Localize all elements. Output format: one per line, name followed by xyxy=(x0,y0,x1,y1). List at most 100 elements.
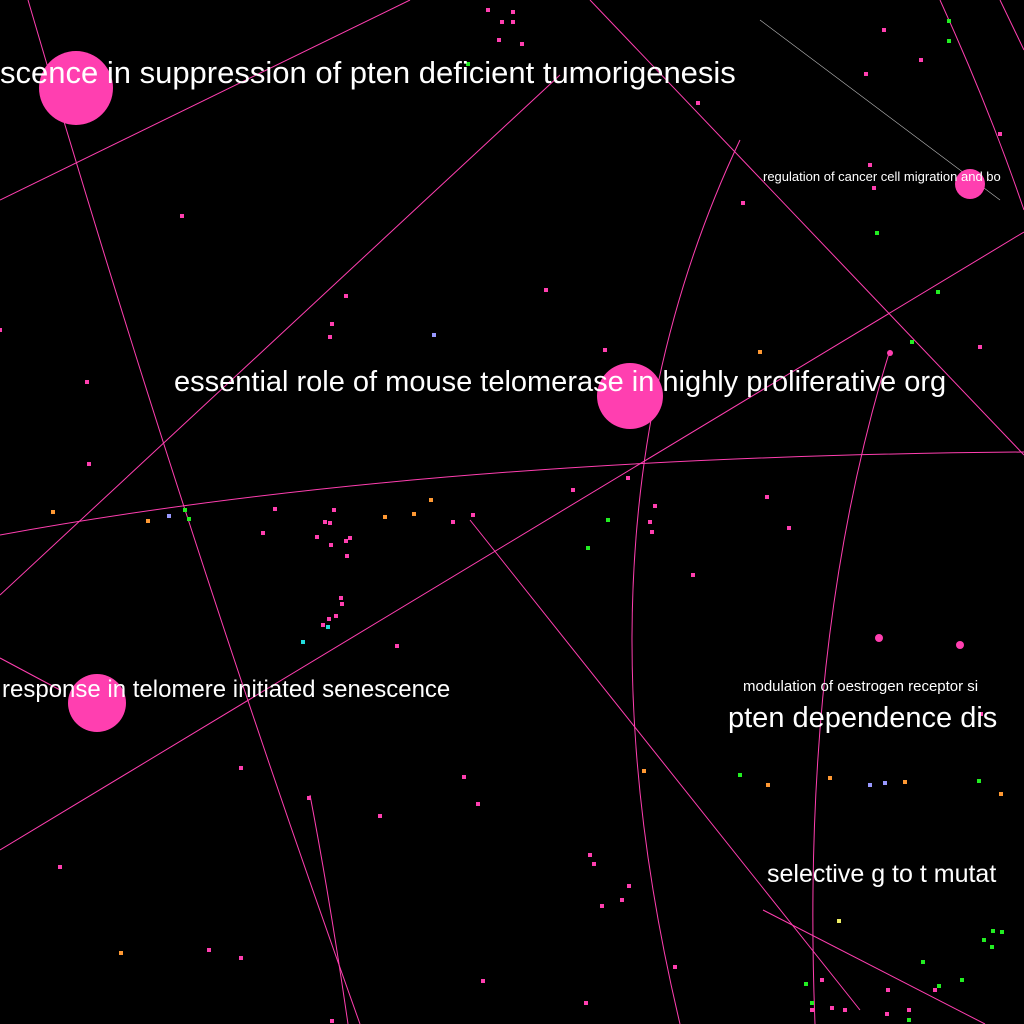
graph-dot[interactable] xyxy=(412,512,416,516)
graph-dot[interactable] xyxy=(787,526,791,530)
graph-dot[interactable] xyxy=(810,1001,814,1005)
graph-dot[interactable] xyxy=(600,904,604,908)
graph-dot[interactable] xyxy=(344,539,348,543)
graph-dot[interactable] xyxy=(239,766,243,770)
graph-dot[interactable] xyxy=(429,498,433,502)
node-pten-tumorigenesis[interactable] xyxy=(39,51,113,125)
graph-dot[interactable] xyxy=(650,530,654,534)
graph-dot[interactable] xyxy=(261,531,265,535)
graph-dot[interactable] xyxy=(696,101,700,105)
graph-dot[interactable] xyxy=(933,988,937,992)
graph-dot[interactable] xyxy=(921,960,925,964)
graph-dot[interactable] xyxy=(642,769,646,773)
graph-dot[interactable] xyxy=(207,948,211,952)
graph-dot[interactable] xyxy=(328,335,332,339)
graph-dot[interactable] xyxy=(837,919,841,923)
graph-dot[interactable] xyxy=(875,231,879,235)
graph-dot[interactable] xyxy=(432,333,436,337)
graph-dot[interactable] xyxy=(497,38,501,42)
graph-dot[interactable] xyxy=(592,862,596,866)
graph-dot[interactable] xyxy=(820,978,824,982)
graph-dot[interactable] xyxy=(321,623,325,627)
graph-dot[interactable] xyxy=(886,988,890,992)
graph-dot[interactable] xyxy=(476,802,480,806)
graph-dot[interactable] xyxy=(999,792,1003,796)
graph-dot[interactable] xyxy=(323,520,327,524)
graph-dot[interactable] xyxy=(85,380,89,384)
graph-dot[interactable] xyxy=(327,617,331,621)
graph-dot[interactable] xyxy=(620,898,624,902)
graph-dot[interactable] xyxy=(340,602,344,606)
graph-dot[interactable] xyxy=(868,163,872,167)
graph-dot[interactable] xyxy=(328,521,332,525)
graph-dot[interactable] xyxy=(960,978,964,982)
graph-dot[interactable] xyxy=(903,780,907,784)
graph-dot[interactable] xyxy=(586,546,590,550)
graph-dot[interactable] xyxy=(828,776,832,780)
graph-dot[interactable] xyxy=(58,865,62,869)
graph-dot[interactable] xyxy=(486,8,490,12)
graph-dot[interactable] xyxy=(571,488,575,492)
graph-dot[interactable] xyxy=(348,536,352,540)
graph-dot[interactable] xyxy=(758,350,762,354)
graph-dot[interactable] xyxy=(0,328,2,332)
graph-dot[interactable] xyxy=(673,965,677,969)
node-small[interactable] xyxy=(887,350,893,356)
graph-dot[interactable] xyxy=(481,979,485,983)
graph-dot[interactable] xyxy=(462,775,466,779)
graph-dot[interactable] xyxy=(766,783,770,787)
graph-dot[interactable] xyxy=(1000,930,1004,934)
graph-dot[interactable] xyxy=(330,1019,334,1023)
graph-dot[interactable] xyxy=(466,62,470,66)
graph-dot[interactable] xyxy=(451,520,455,524)
graph-dot[interactable] xyxy=(626,476,630,480)
graph-dot[interactable] xyxy=(520,42,524,46)
graph-dot[interactable] xyxy=(982,938,986,942)
graph-dot[interactable] xyxy=(544,288,548,292)
graph-dot[interactable] xyxy=(383,515,387,519)
graph-dot[interactable] xyxy=(653,504,657,508)
graph-dot[interactable] xyxy=(936,290,940,294)
graph-dot[interactable] xyxy=(977,779,981,783)
graph-dot[interactable] xyxy=(500,20,504,24)
graph-dot[interactable] xyxy=(937,984,941,988)
graph-dot[interactable] xyxy=(919,58,923,62)
graph-dot[interactable] xyxy=(511,10,515,14)
graph-dot[interactable] xyxy=(947,19,951,23)
node-small[interactable] xyxy=(956,641,964,649)
graph-dot[interactable] xyxy=(738,773,742,777)
graph-dot[interactable] xyxy=(332,508,336,512)
graph-dot[interactable] xyxy=(603,348,607,352)
graph-dot[interactable] xyxy=(315,535,319,539)
graph-dot[interactable] xyxy=(334,614,338,618)
node-cancer-cell-migration[interactable] xyxy=(955,169,985,199)
graph-dot[interactable] xyxy=(998,132,1002,136)
graph-dot[interactable] xyxy=(87,462,91,466)
graph-dot[interactable] xyxy=(907,1008,911,1012)
graph-dot[interactable] xyxy=(584,1001,588,1005)
graph-dot[interactable] xyxy=(991,929,995,933)
graph-dot[interactable] xyxy=(180,214,184,218)
graph-dot[interactable] xyxy=(511,20,515,24)
graph-dot[interactable] xyxy=(345,554,349,558)
graph-dot[interactable] xyxy=(979,712,983,716)
graph-dot[interactable] xyxy=(239,956,243,960)
graph-dot[interactable] xyxy=(883,781,887,785)
node-telomere-senescence[interactable] xyxy=(68,674,126,732)
graph-dot[interactable] xyxy=(326,625,330,629)
graph-dot[interactable] xyxy=(606,518,610,522)
graph-dot[interactable] xyxy=(330,322,334,326)
graph-dot[interactable] xyxy=(307,796,311,800)
graph-dot[interactable] xyxy=(978,345,982,349)
graph-dot[interactable] xyxy=(868,783,872,787)
graph-dot[interactable] xyxy=(804,982,808,986)
graph-dot[interactable] xyxy=(471,513,475,517)
graph-dot[interactable] xyxy=(864,72,868,76)
graph-dot[interactable] xyxy=(741,201,745,205)
graph-dot[interactable] xyxy=(765,495,769,499)
graph-dot[interactable] xyxy=(395,644,399,648)
graph-dot[interactable] xyxy=(301,640,305,644)
graph-dot[interactable] xyxy=(882,28,886,32)
graph-dot[interactable] xyxy=(627,884,631,888)
graph-dot[interactable] xyxy=(146,519,150,523)
